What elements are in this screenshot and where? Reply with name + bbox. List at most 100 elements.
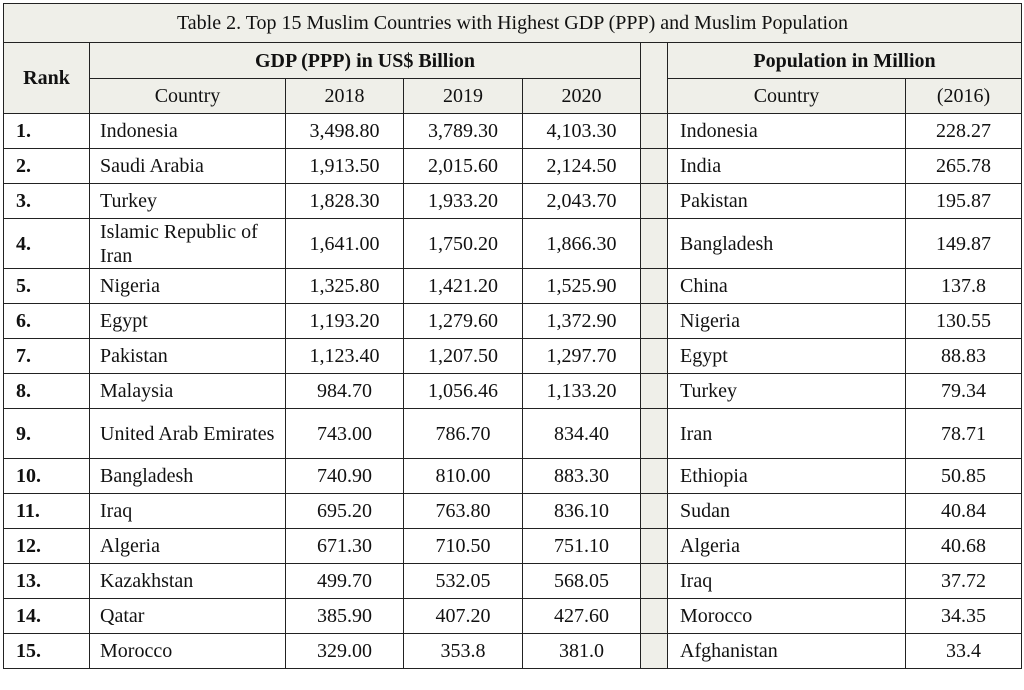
country-cell: Egypt xyxy=(89,303,286,339)
rank-cell: 8. xyxy=(3,373,90,409)
column-gap xyxy=(640,113,668,149)
pop-country-cell: Egypt xyxy=(667,338,906,374)
country-cell: Qatar xyxy=(89,598,286,634)
country-cell: United Arab Emirates xyxy=(89,408,286,459)
column-gap xyxy=(640,303,668,339)
population-cell: 149.87 xyxy=(905,218,1022,269)
population-group-header: Population in Million xyxy=(667,42,1022,79)
gdp-2018-cell: 1,913.50 xyxy=(285,148,404,184)
gdp-2018-cell: 499.70 xyxy=(285,563,404,599)
population-cell: 37.72 xyxy=(905,563,1022,599)
pop-country-cell: Pakistan xyxy=(667,183,906,219)
rank-cell: 13. xyxy=(3,563,90,599)
population-cell: 130.55 xyxy=(905,303,1022,339)
gdp-2018-cell: 695.20 xyxy=(285,493,404,529)
rank-cell: 11. xyxy=(3,493,90,529)
table-caption: Table 2. Top 15 Muslim Countries with Hi… xyxy=(3,3,1022,43)
gdp-2018-cell: 671.30 xyxy=(285,528,404,564)
table-row: 13. Kazakhstan 499.70 532.05 568.05 Iraq… xyxy=(3,563,1022,599)
gdp-2019-cell: 710.50 xyxy=(403,528,523,564)
header-row-group: Rank GDP (PPP) in US$ Billion Population… xyxy=(3,42,1022,114)
gdp-2020-cell: 883.30 xyxy=(522,458,641,494)
gdp-2018-cell: 740.90 xyxy=(285,458,404,494)
caption-row: Table 2. Top 15 Muslim Countries with Hi… xyxy=(3,3,1022,43)
country-header: Country xyxy=(89,78,286,114)
rank-cell: 3. xyxy=(3,183,90,219)
pop-country-cell: Sudan xyxy=(667,493,906,529)
column-gap xyxy=(640,408,668,459)
gdp-2018-cell: 385.90 xyxy=(285,598,404,634)
column-gap xyxy=(640,458,668,494)
pop-country-cell: Indonesia xyxy=(667,113,906,149)
table-row: 8. Malaysia 984.70 1,056.46 1,133.20 Tur… xyxy=(3,373,1022,409)
country-cell: Malaysia xyxy=(89,373,286,409)
gdp-2020-cell: 836.10 xyxy=(522,493,641,529)
gdp-2018-cell: 743.00 xyxy=(285,408,404,459)
population-cell: 79.34 xyxy=(905,373,1022,409)
country-cell: Algeria xyxy=(89,528,286,564)
gdp-2019-cell: 786.70 xyxy=(403,408,523,459)
gdp-group-header: GDP (PPP) in US$ Billion xyxy=(89,42,641,79)
rank-cell: 10. xyxy=(3,458,90,494)
gdp-2018-cell: 1,828.30 xyxy=(285,183,404,219)
population-cell: 88.83 xyxy=(905,338,1022,374)
population-cell: 228.27 xyxy=(905,113,1022,149)
population-cell: 34.35 xyxy=(905,598,1022,634)
column-gap xyxy=(640,218,668,269)
column-gap xyxy=(640,493,668,529)
table-row: 5. Nigeria 1,325.80 1,421.20 1,525.90 Ch… xyxy=(3,268,1022,304)
table-row: 4. Islamic Republic of Iran 1,641.00 1,7… xyxy=(3,218,1022,269)
gdp-2019-cell: 1,933.20 xyxy=(403,183,523,219)
gdp-2018-cell: 329.00 xyxy=(285,633,404,669)
column-gap xyxy=(640,148,668,184)
gdp-2020-cell: 1,525.90 xyxy=(522,268,641,304)
rank-cell: 6. xyxy=(3,303,90,339)
country-cell: Bangladesh xyxy=(89,458,286,494)
rank-cell: 5. xyxy=(3,268,90,304)
column-gap xyxy=(640,633,668,669)
column-gap xyxy=(640,598,668,634)
population-cell: 40.84 xyxy=(905,493,1022,529)
country-cell: Indonesia xyxy=(89,113,286,149)
year-2020-header: 2020 xyxy=(522,78,641,114)
rank-cell: 12. xyxy=(3,528,90,564)
gdp-2019-cell: 3,789.30 xyxy=(403,113,523,149)
pop-country-cell: Iraq xyxy=(667,563,906,599)
gdp-2019-cell: 532.05 xyxy=(403,563,523,599)
table-row: 10. Bangladesh 740.90 810.00 883.30 Ethi… xyxy=(3,458,1022,494)
gdp-2018-cell: 1,325.80 xyxy=(285,268,404,304)
rank-cell: 4. xyxy=(3,218,90,269)
gdp-2018-cell: 3,498.80 xyxy=(285,113,404,149)
rank-cell: 15. xyxy=(3,633,90,669)
column-gap xyxy=(640,373,668,409)
pop-country-cell: Afghanistan xyxy=(667,633,906,669)
pop-country-cell: Morocco xyxy=(667,598,906,634)
table-row: 15. Morocco 329.00 353.8 381.0 Afghanist… xyxy=(3,633,1022,669)
gdp-2020-cell: 2,043.70 xyxy=(522,183,641,219)
table-row: 14. Qatar 385.90 407.20 427.60 Morocco 3… xyxy=(3,598,1022,634)
country-cell: Morocco xyxy=(89,633,286,669)
column-gap xyxy=(640,528,668,564)
country-cell: Nigeria xyxy=(89,268,286,304)
population-cell: 40.68 xyxy=(905,528,1022,564)
gdp-2020-cell: 834.40 xyxy=(522,408,641,459)
table-body: 1. Indonesia 3,498.80 3,789.30 4,103.30 … xyxy=(3,113,1022,669)
pop-country-header: Country xyxy=(667,78,906,114)
column-gap xyxy=(640,338,668,374)
rank-cell: 1. xyxy=(3,113,90,149)
rank-header: Rank xyxy=(3,42,90,114)
gdp-2018-cell: 1,193.20 xyxy=(285,303,404,339)
population-cell: 33.4 xyxy=(905,633,1022,669)
gdp-2019-cell: 2,015.60 xyxy=(403,148,523,184)
column-gap xyxy=(640,42,668,114)
table-row: 6. Egypt 1,193.20 1,279.60 1,372.90 Nige… xyxy=(3,303,1022,339)
population-cell: 137.8 xyxy=(905,268,1022,304)
gdp-2020-cell: 1,297.70 xyxy=(522,338,641,374)
table-row: 11. Iraq 695.20 763.80 836.10 Sudan 40.8… xyxy=(3,493,1022,529)
rank-cell: 2. xyxy=(3,148,90,184)
table-row: 1. Indonesia 3,498.80 3,789.30 4,103.30 … xyxy=(3,113,1022,149)
column-gap xyxy=(640,563,668,599)
gdp-2020-cell: 4,103.30 xyxy=(522,113,641,149)
pop-country-cell: Turkey xyxy=(667,373,906,409)
pop-country-cell: Algeria xyxy=(667,528,906,564)
